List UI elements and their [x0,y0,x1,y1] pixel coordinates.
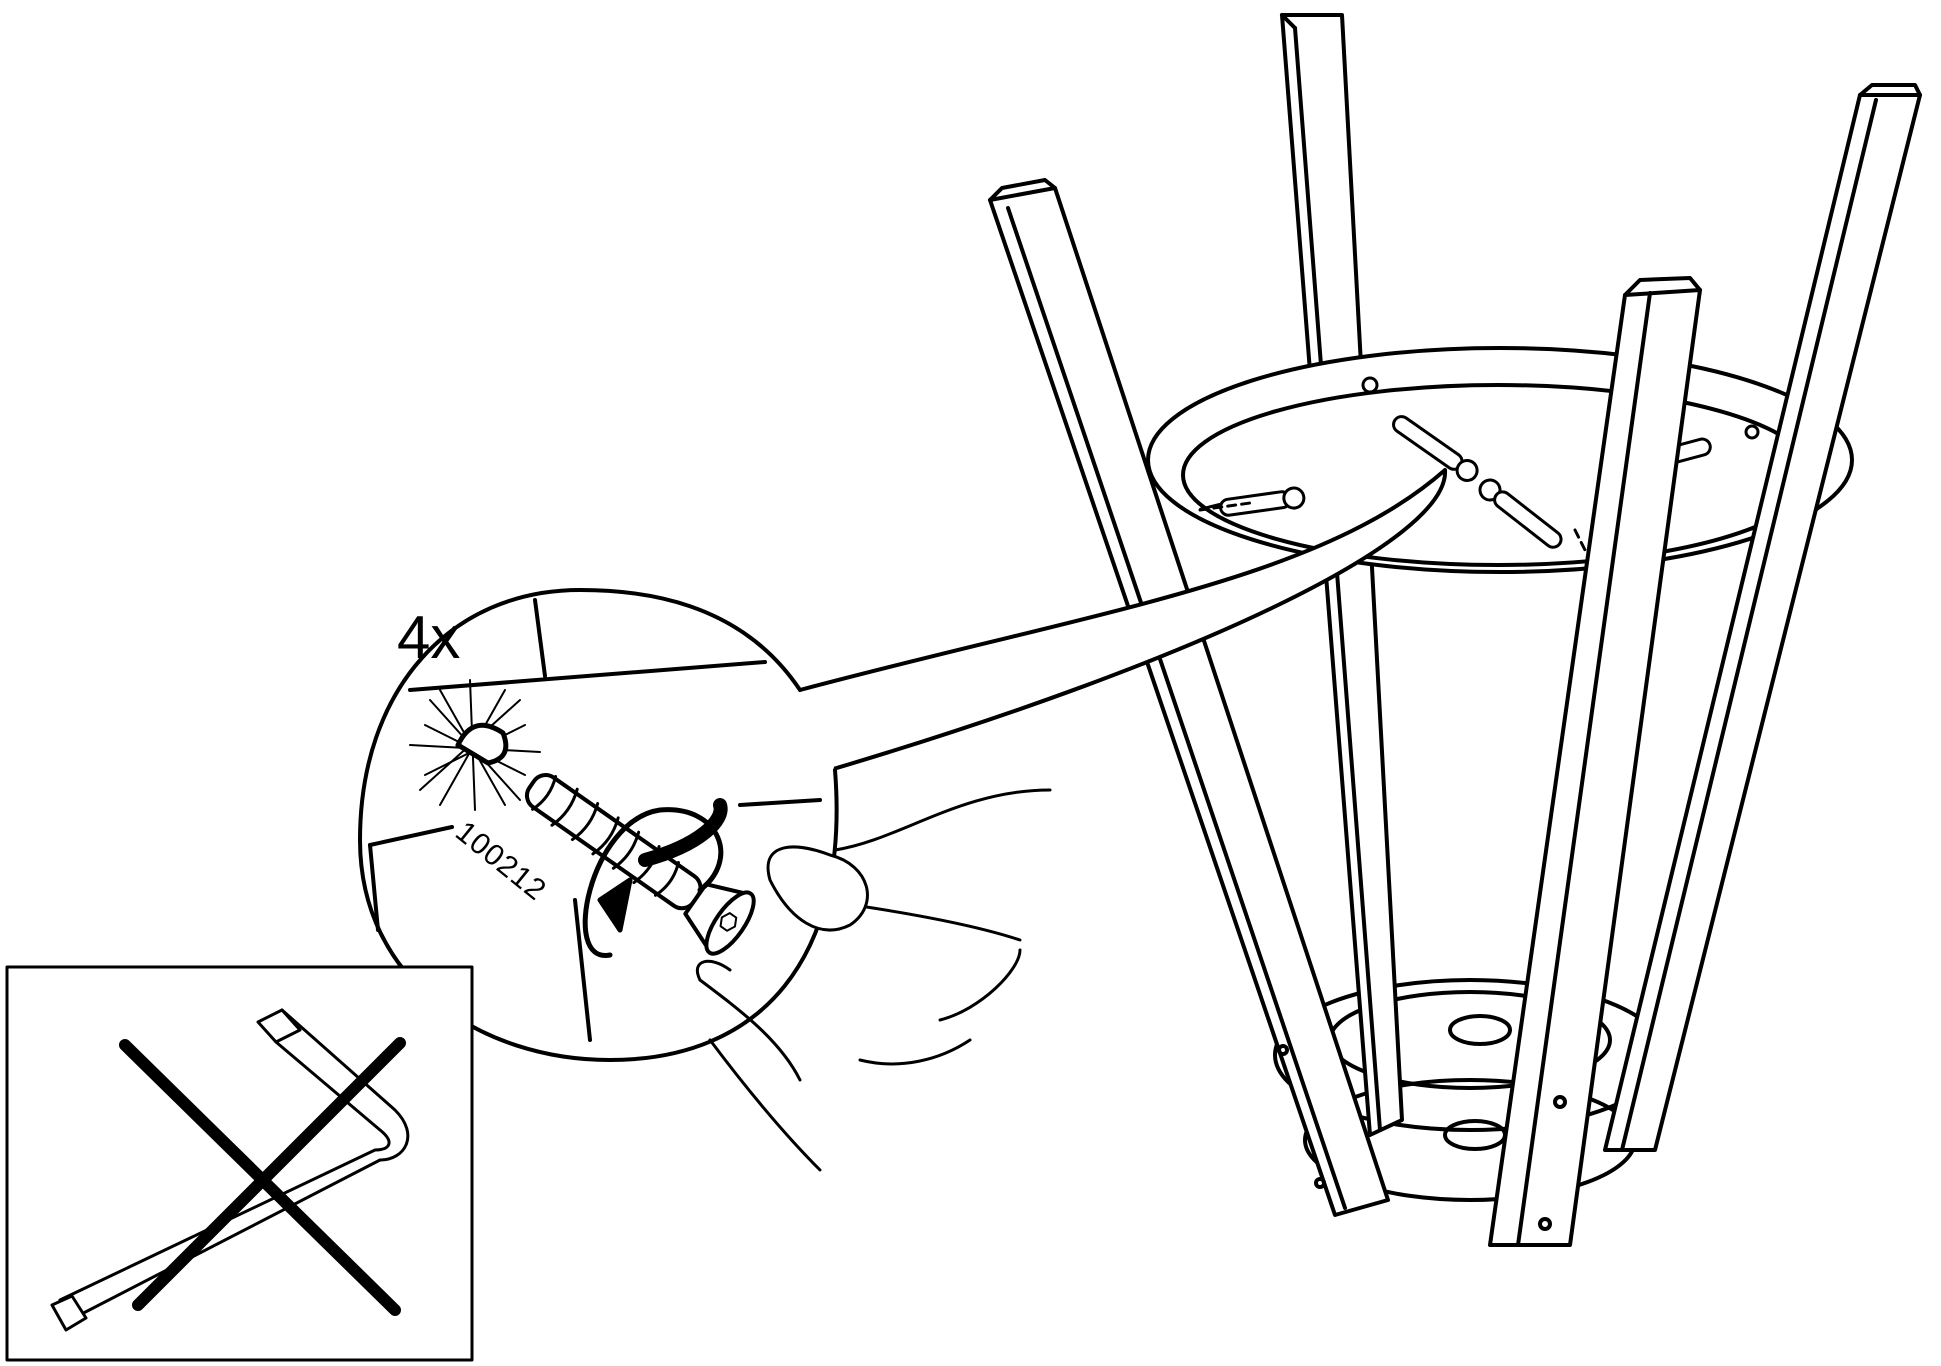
leg-front [1488,288,1702,1247]
screw-b [1392,415,1479,482]
quantity-label: 4x [397,604,461,671]
foot-plate-hole [1443,1119,1507,1151]
ring-hole-right [1744,424,1760,440]
cross-out-icon [119,1037,406,1316]
stool-frame [988,13,1922,1247]
lower-ring-hole [1448,1014,1512,1046]
screw-hole [455,722,509,766]
detail-view [358,588,1052,1172]
leg-back [1280,13,1404,1137]
ring-screws [1198,376,1760,552]
top-ring-outer [1146,346,1854,574]
screw-c [1478,478,1563,549]
clockwise-arrow-icon [582,798,728,958]
zoom-pointer [798,468,1448,772]
ring-hole-left [1361,376,1379,394]
warning-panel [5,965,474,1362]
hand-illustration [695,788,1052,1172]
allen-key-icon [50,1008,410,1332]
